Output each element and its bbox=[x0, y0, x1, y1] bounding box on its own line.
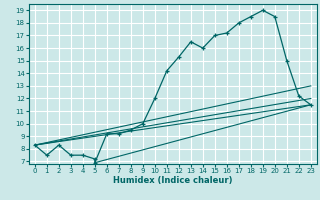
X-axis label: Humidex (Indice chaleur): Humidex (Indice chaleur) bbox=[113, 176, 233, 185]
